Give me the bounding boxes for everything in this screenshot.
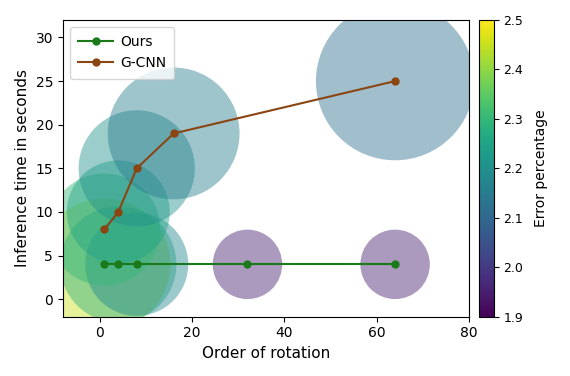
Point [100,226,109,232]
Point [132,261,141,267]
Point [113,209,123,215]
Ours [101,262,108,267]
Point [243,261,252,267]
G-CNN [115,210,121,214]
Ours [392,262,398,267]
Point [390,261,400,267]
Line: G-CNN: G-CNN [101,77,398,233]
Line: Ours: Ours [101,261,398,268]
Point [390,78,400,84]
Ours [133,262,140,267]
Legend: Ours, G-CNN: Ours, G-CNN [70,27,174,79]
Point [169,130,178,136]
G-CNN [392,79,398,83]
Ours [115,262,121,267]
Point [132,165,141,171]
G-CNN [133,166,140,171]
X-axis label: Order of rotation: Order of rotation [202,346,330,361]
G-CNN [101,227,108,232]
Y-axis label: Inference time in seconds: Inference time in seconds [15,69,30,267]
Ours [244,262,251,267]
Point [100,261,109,267]
G-CNN [170,131,177,136]
Y-axis label: Error percentage: Error percentage [534,109,548,227]
Point [113,261,123,267]
